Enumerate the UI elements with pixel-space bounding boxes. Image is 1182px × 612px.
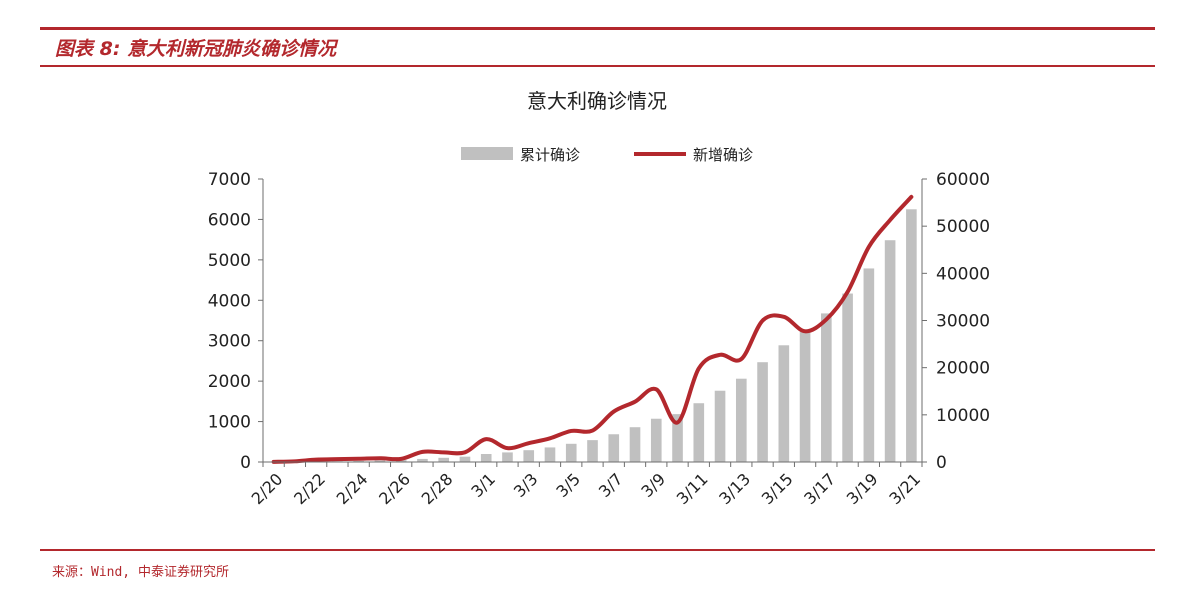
bar bbox=[395, 460, 407, 462]
bar bbox=[417, 458, 428, 462]
figure-caption: 意大利新冠肺炎确诊情况 bbox=[127, 38, 337, 60]
figure-label: 图表 8: bbox=[55, 38, 121, 60]
bar bbox=[906, 209, 917, 462]
right-axis-tick-label: 20000 bbox=[936, 359, 990, 379]
bar bbox=[353, 460, 364, 462]
bar bbox=[459, 456, 471, 462]
left-axis-tick-label: 0 bbox=[240, 453, 251, 473]
right-axis-tick-label: 10000 bbox=[936, 406, 990, 426]
x-axis-tick-label: 3/11 bbox=[673, 469, 712, 508]
x-axis-tick-label: 3/1 bbox=[467, 469, 499, 501]
x-axis-tick-label: 2/22 bbox=[290, 469, 329, 508]
series-line bbox=[271, 194, 914, 464]
bar bbox=[629, 427, 641, 462]
bar bbox=[672, 414, 683, 462]
bar-series bbox=[268, 209, 917, 462]
x-axis-tick-label: 3/15 bbox=[758, 469, 797, 508]
bar bbox=[842, 293, 853, 462]
x-axis-tick-label: 3/21 bbox=[885, 469, 924, 508]
x-axis-tick-label: 2/20 bbox=[248, 469, 287, 508]
bar bbox=[544, 447, 556, 462]
bar bbox=[374, 460, 386, 462]
x-axis-tick-label: 2/26 bbox=[375, 469, 414, 508]
bar bbox=[863, 268, 875, 462]
bar bbox=[714, 390, 726, 462]
line-series bbox=[271, 194, 914, 464]
bar bbox=[650, 418, 662, 462]
bar bbox=[587, 440, 598, 462]
left-axis-tick-label: 7000 bbox=[208, 170, 251, 190]
header-rule-top bbox=[40, 27, 1155, 30]
footer-rule bbox=[40, 549, 1155, 551]
legend-swatch-bars bbox=[461, 147, 513, 160]
right-axis-tick-label: 30000 bbox=[936, 312, 990, 332]
legend-label-line: 新增确诊 bbox=[693, 146, 753, 164]
figure-header: 图表 8: 意大利新冠肺炎确诊情况 bbox=[55, 34, 336, 61]
bar bbox=[438, 457, 450, 462]
left-axis-tick-label: 5000 bbox=[208, 251, 251, 271]
bar bbox=[799, 330, 811, 462]
bar bbox=[884, 240, 896, 462]
x-axis-tick-label: 3/19 bbox=[843, 469, 882, 508]
bar bbox=[565, 443, 577, 462]
bar bbox=[608, 434, 620, 462]
left-axis-tick-label: 6000 bbox=[208, 210, 251, 230]
left-axis-tick-label: 4000 bbox=[208, 291, 251, 311]
x-axis-tick-label: 3/7 bbox=[595, 469, 627, 501]
x-axis-tick-label: 3/3 bbox=[510, 469, 542, 501]
x-axis-tick-label: 3/17 bbox=[800, 469, 839, 508]
x-axis-tick-label: 2/28 bbox=[418, 469, 457, 508]
right-axis-tick-label: 60000 bbox=[936, 170, 990, 190]
bar bbox=[778, 345, 790, 462]
source-note: 来源：Wind, 中泰证券研究所 bbox=[52, 565, 229, 580]
bar bbox=[523, 450, 535, 462]
chart-title: 意大利确诊情况 bbox=[527, 89, 667, 113]
right-axis-tick-label: 0 bbox=[936, 453, 947, 473]
x-axis-tick-label: 3/9 bbox=[637, 469, 669, 501]
bar bbox=[480, 454, 492, 462]
left-axis-tick-label: 1000 bbox=[208, 413, 251, 433]
right-axis-tick-label: 50000 bbox=[936, 217, 990, 237]
legend-label-bars: 累计确诊 bbox=[520, 146, 580, 164]
x-axis-tick-label: 2/24 bbox=[333, 469, 372, 508]
bar bbox=[757, 362, 768, 462]
right-axis-tick-label: 40000 bbox=[936, 264, 990, 284]
bar bbox=[693, 403, 705, 462]
bar bbox=[735, 378, 747, 462]
x-axis-tick-label: 3/5 bbox=[552, 469, 584, 501]
x-axis-tick-label: 3/13 bbox=[715, 469, 754, 508]
left-axis-tick-label: 2000 bbox=[208, 372, 251, 392]
left-axis-tick-label: 3000 bbox=[208, 332, 251, 352]
bar bbox=[821, 313, 832, 462]
header-rule-bottom bbox=[40, 65, 1155, 67]
legend: 累计确诊 新增确诊 bbox=[461, 146, 753, 164]
bar bbox=[502, 452, 513, 462]
